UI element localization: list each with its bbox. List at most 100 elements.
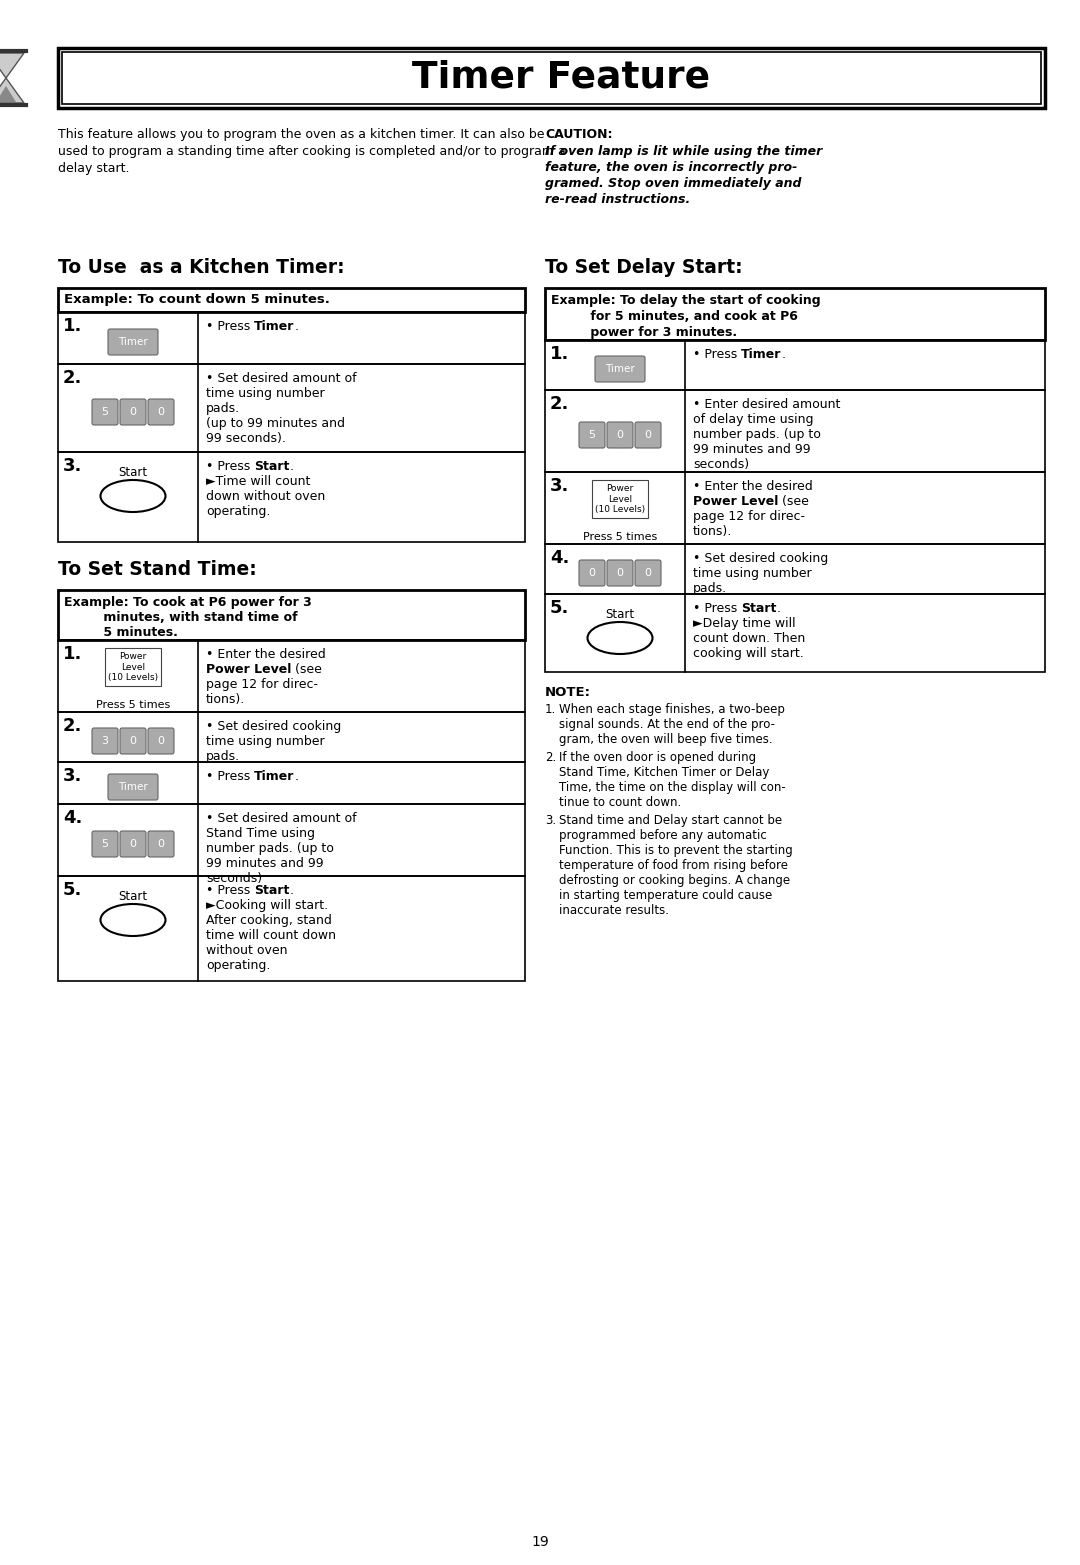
Text: 0: 0 [130,407,136,416]
FancyBboxPatch shape [607,423,633,448]
Text: Start: Start [119,466,148,479]
FancyBboxPatch shape [635,423,661,448]
FancyBboxPatch shape [148,399,174,426]
FancyBboxPatch shape [579,423,605,448]
Text: 4.: 4. [63,809,82,826]
FancyBboxPatch shape [120,399,146,426]
Text: seconds): seconds) [693,459,750,471]
FancyBboxPatch shape [108,329,158,355]
Text: .: . [295,319,299,333]
Text: 1.: 1. [63,318,82,335]
FancyBboxPatch shape [595,355,645,382]
Text: 0: 0 [617,568,623,577]
Bar [58,452,525,541]
Bar [62,52,1041,103]
Text: time using number: time using number [693,567,812,581]
Text: 0: 0 [130,839,136,848]
Text: number pads. (up to: number pads. (up to [693,427,821,441]
Text: • Press: • Press [693,603,741,615]
Text: Stand Time using: Stand Time using [206,826,315,840]
Bar [545,595,1045,671]
Text: .: . [782,347,785,362]
Text: 0: 0 [645,430,651,440]
Text: 2.: 2. [63,717,82,736]
Text: This feature allows you to program the oven as a kitchen timer. It can also be: This feature allows you to program the o… [58,128,544,141]
Text: time using number: time using number [206,387,325,401]
Text: 1.: 1. [63,645,82,664]
Text: .: . [295,770,299,782]
Text: tions).: tions). [206,693,245,706]
FancyBboxPatch shape [92,728,118,754]
Text: ►Delay time will: ►Delay time will [693,617,796,631]
Text: pads.: pads. [206,402,240,415]
Text: • Set desired amount of: • Set desired amount of [206,372,356,385]
Text: delay start.: delay start. [58,163,130,175]
Text: operating.: operating. [206,959,270,972]
Text: • Enter the desired: • Enter the desired [206,648,326,660]
Text: gramed. Stop oven immediately and: gramed. Stop oven immediately and [545,177,801,189]
Text: defrosting or cooking begins. A change: defrosting or cooking begins. A change [559,873,791,887]
Text: tinue to count down.: tinue to count down. [559,797,681,809]
Text: • Set desired cooking: • Set desired cooking [206,720,341,732]
Text: • Enter the desired: • Enter the desired [693,480,813,493]
Text: Stand time and Delay start cannot be: Stand time and Delay start cannot be [559,814,782,826]
Text: • Press: • Press [206,319,254,333]
Text: time will count down: time will count down [206,930,336,942]
Text: Start: Start [606,607,635,621]
Text: Timer: Timer [605,365,635,374]
Text: .: . [777,603,781,615]
Text: (see: (see [779,495,809,509]
Bar [58,712,525,762]
Bar [545,545,1045,595]
Bar [545,390,1045,473]
Text: Press 5 times: Press 5 times [583,532,657,541]
Text: Timer: Timer [118,336,148,347]
Bar [58,762,525,804]
Text: 5: 5 [102,839,108,848]
Text: Start: Start [254,460,289,473]
Text: cooking will start.: cooking will start. [693,646,804,660]
Text: If the oven door is opened during: If the oven door is opened during [559,751,756,764]
Text: Power
Level
(10 Levels): Power Level (10 Levels) [108,653,158,682]
Bar [58,311,525,365]
Text: 0: 0 [158,839,164,848]
Text: Press 5 times: Press 5 times [96,700,171,711]
Text: • Enter desired amount: • Enter desired amount [693,398,840,412]
Text: pads.: pads. [693,582,727,595]
Text: signal sounds. At the end of the pro-: signal sounds. At the end of the pro- [559,718,775,731]
FancyBboxPatch shape [92,831,118,858]
Text: 3.: 3. [63,457,82,476]
FancyBboxPatch shape [120,831,146,858]
Text: (see: (see [292,664,322,676]
Text: seconds): seconds) [206,872,262,884]
Text: time using number: time using number [206,736,325,748]
Text: 5.: 5. [550,599,569,617]
Bar [58,288,525,311]
Text: used to program a standing time after cooking is completed and/or to program a: used to program a standing time after co… [58,146,566,158]
Text: 5.: 5. [63,881,82,898]
Text: Power Level: Power Level [693,495,779,509]
Text: .: . [289,884,294,897]
Text: inaccurate results.: inaccurate results. [559,905,669,917]
Text: 0: 0 [158,407,164,416]
Text: 1.: 1. [550,344,569,363]
Text: 99 minutes and 99: 99 minutes and 99 [206,858,324,870]
Bar [58,876,525,981]
Text: of delay time using: of delay time using [693,413,813,426]
Text: • Set desired cooking: • Set desired cooking [693,552,828,565]
Text: • Set desired amount of: • Set desired amount of [206,812,356,825]
Text: If oven lamp is lit while using the timer: If oven lamp is lit while using the time… [545,146,822,158]
Text: After cooking, stand: After cooking, stand [206,914,332,926]
Text: Time, the time on the display will con-: Time, the time on the display will con- [559,781,786,793]
Text: programmed before any automatic: programmed before any automatic [559,829,767,842]
Text: 2.: 2. [550,394,569,413]
Text: down without oven: down without oven [206,490,325,502]
Text: CAUTION:: CAUTION: [545,128,612,141]
Polygon shape [0,53,24,78]
Text: 1.: 1. [545,703,556,717]
FancyBboxPatch shape [92,399,118,426]
Text: 5: 5 [102,407,108,416]
Text: for 5 minutes, and cook at P6: for 5 minutes, and cook at P6 [551,310,798,322]
Text: NOTE:: NOTE: [545,685,591,700]
Text: (up to 99 minutes and: (up to 99 minutes and [206,416,345,430]
